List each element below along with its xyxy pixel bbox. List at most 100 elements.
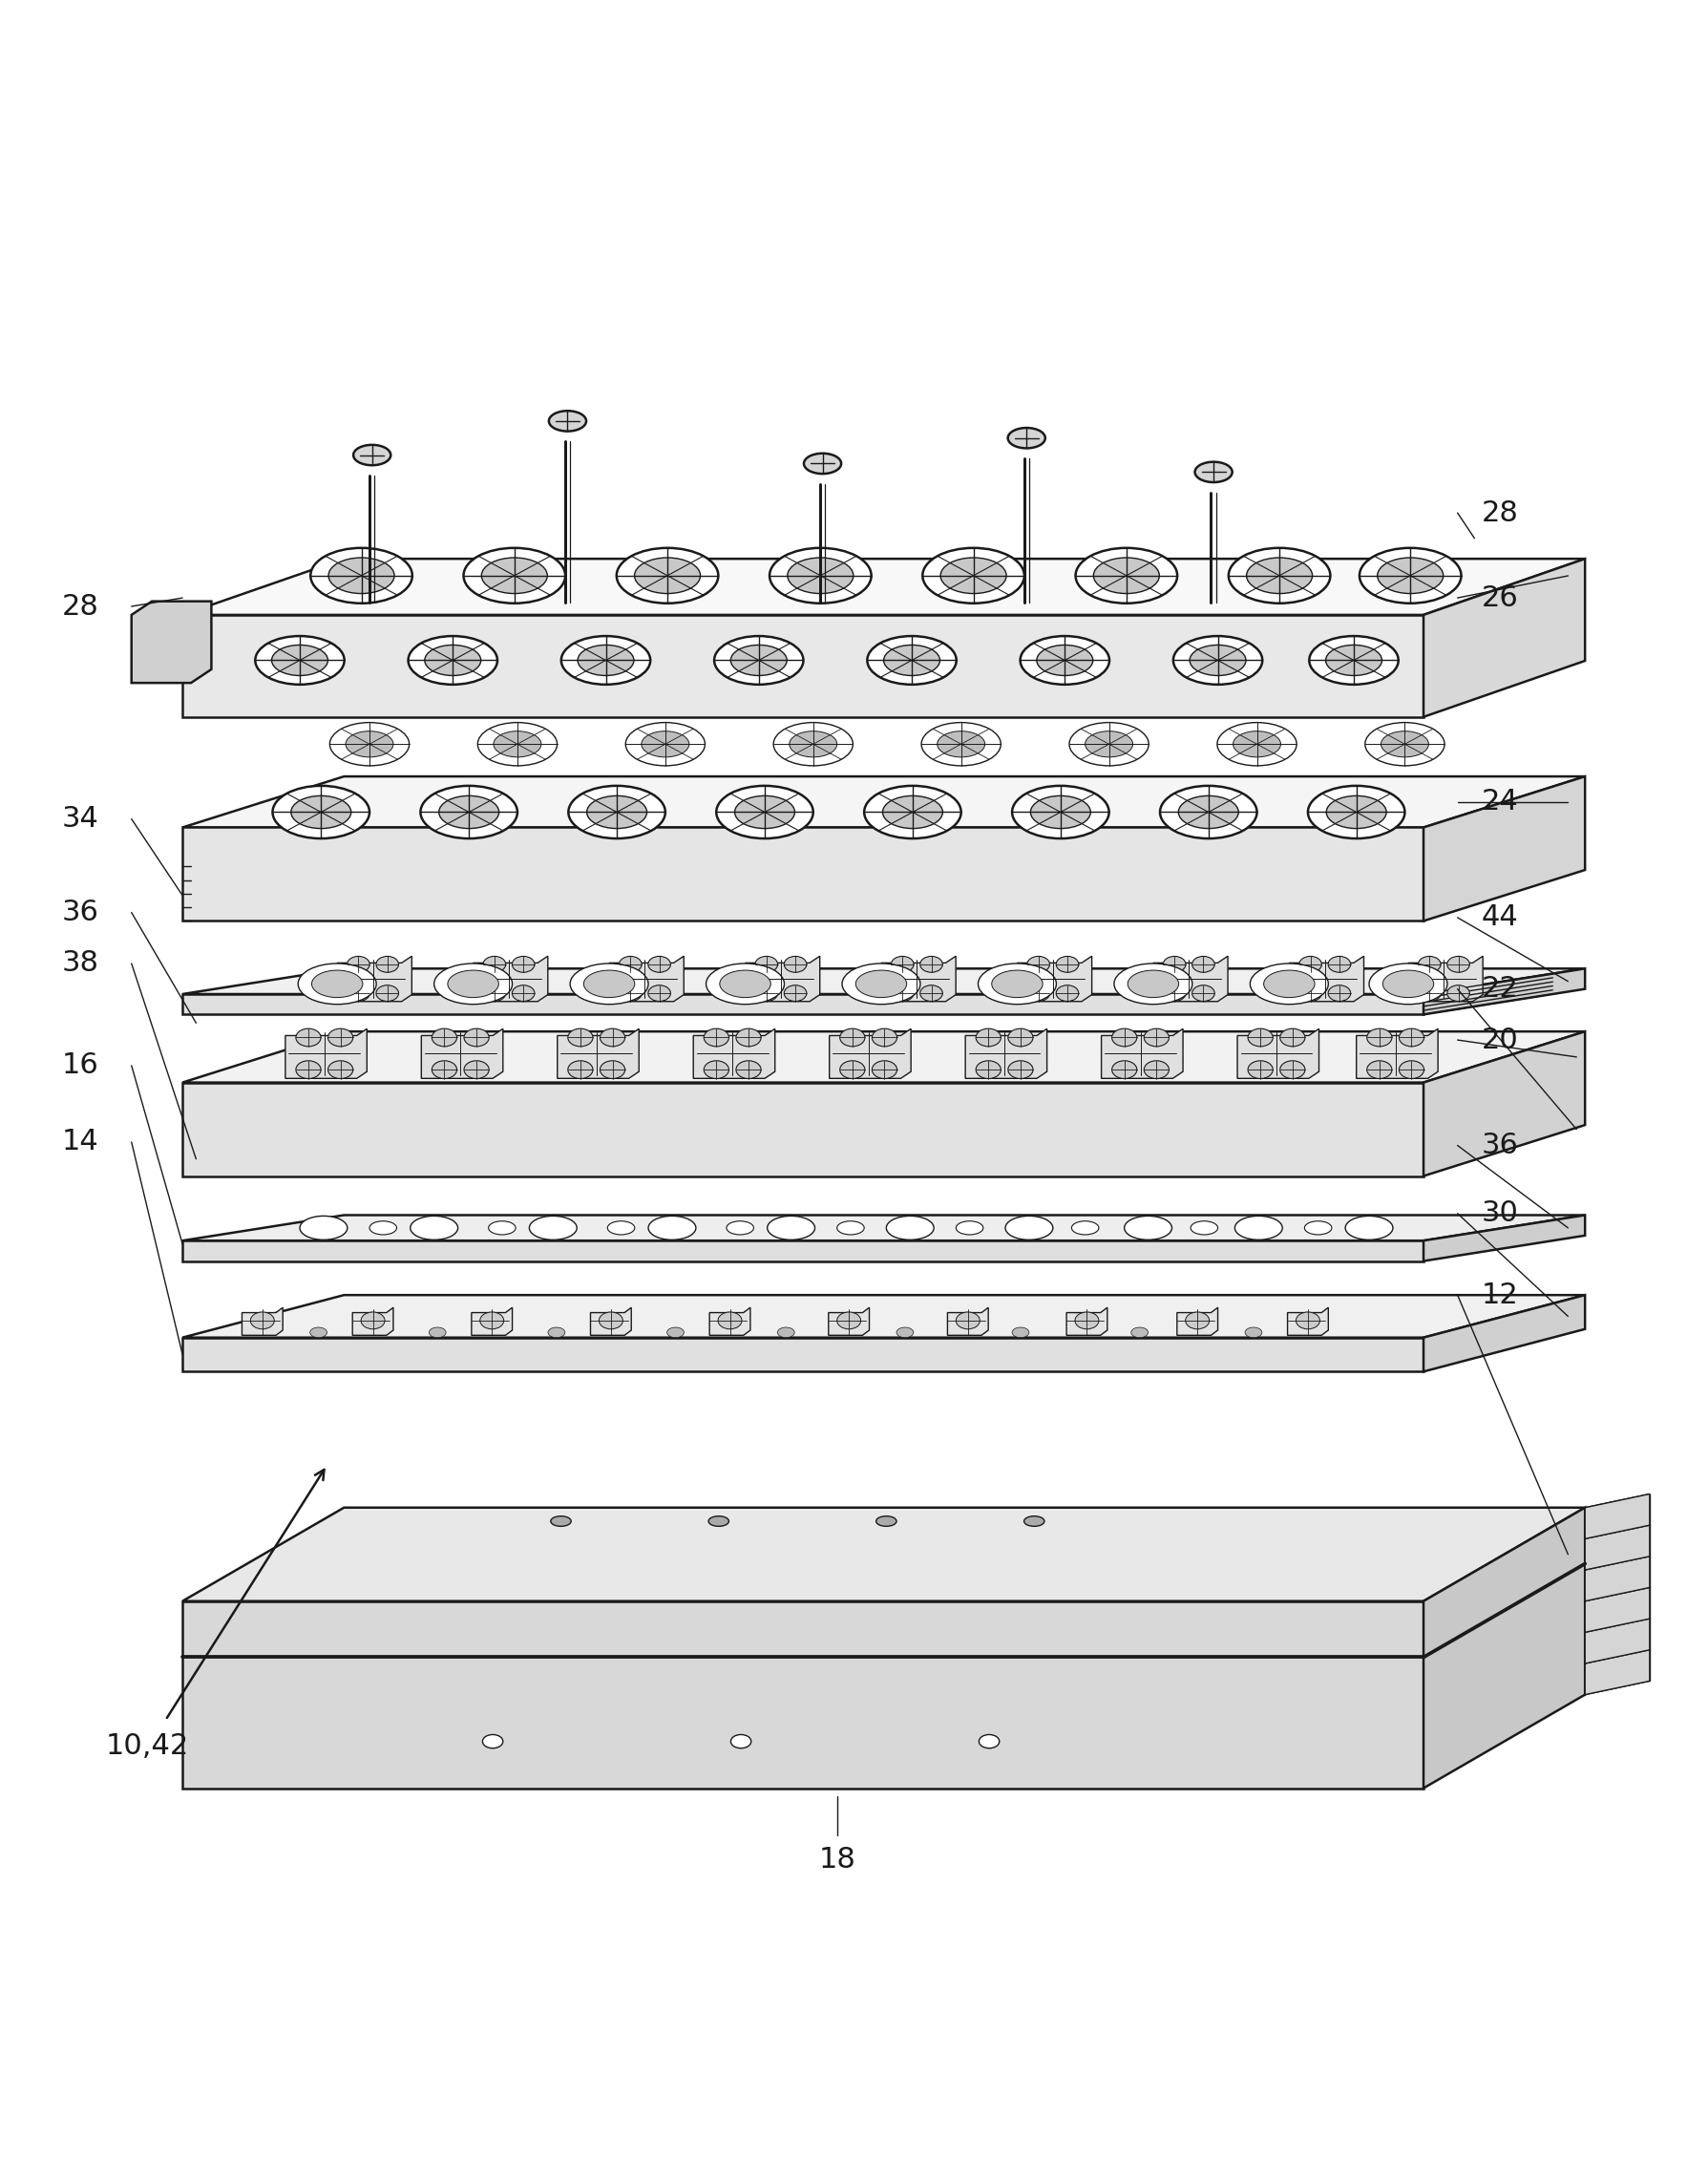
Ellipse shape — [410, 1215, 458, 1239]
Ellipse shape — [354, 445, 391, 465]
Ellipse shape — [1008, 428, 1045, 447]
Ellipse shape — [1190, 646, 1245, 676]
Ellipse shape — [569, 786, 666, 838]
Ellipse shape — [369, 1222, 396, 1235]
Ellipse shape — [1233, 731, 1281, 757]
Ellipse shape — [777, 1327, 794, 1338]
Ellipse shape — [360, 1311, 384, 1329]
Ellipse shape — [837, 1222, 864, 1235]
Ellipse shape — [600, 1028, 625, 1047]
Polygon shape — [828, 1307, 869, 1335]
Ellipse shape — [774, 722, 852, 766]
Ellipse shape — [311, 971, 362, 997]
Polygon shape — [1423, 777, 1585, 921]
Ellipse shape — [1127, 971, 1179, 997]
Ellipse shape — [883, 796, 943, 829]
Ellipse shape — [328, 559, 395, 594]
Ellipse shape — [299, 964, 376, 1004]
Ellipse shape — [1008, 1028, 1033, 1047]
Ellipse shape — [883, 646, 939, 676]
Ellipse shape — [886, 1215, 934, 1239]
Ellipse shape — [301, 1215, 347, 1239]
Ellipse shape — [311, 548, 412, 602]
Ellipse shape — [938, 731, 986, 757]
Text: 20: 20 — [1481, 1026, 1518, 1054]
Ellipse shape — [1013, 786, 1108, 838]
Ellipse shape — [731, 646, 787, 676]
Ellipse shape — [767, 1215, 815, 1239]
Polygon shape — [1585, 1650, 1650, 1695]
Ellipse shape — [892, 956, 914, 973]
Ellipse shape — [1329, 986, 1351, 1002]
Ellipse shape — [1037, 646, 1093, 676]
Polygon shape — [183, 1602, 1423, 1789]
Ellipse shape — [1249, 1060, 1272, 1078]
Text: 34: 34 — [61, 805, 99, 834]
Ellipse shape — [1377, 559, 1443, 594]
Ellipse shape — [488, 1222, 516, 1235]
Ellipse shape — [956, 1222, 984, 1235]
Polygon shape — [183, 1338, 1423, 1372]
Polygon shape — [1423, 1508, 1585, 1789]
Polygon shape — [183, 1082, 1423, 1176]
Ellipse shape — [1382, 731, 1428, 757]
Ellipse shape — [1163, 956, 1185, 973]
Ellipse shape — [736, 1028, 762, 1047]
Polygon shape — [965, 1028, 1047, 1078]
Ellipse shape — [784, 986, 806, 1002]
Polygon shape — [183, 1296, 1585, 1338]
Ellipse shape — [420, 786, 518, 838]
Ellipse shape — [642, 731, 688, 757]
Ellipse shape — [1190, 1222, 1218, 1235]
Polygon shape — [243, 1307, 284, 1335]
Polygon shape — [183, 827, 1423, 921]
Ellipse shape — [1308, 786, 1404, 838]
Ellipse shape — [562, 635, 651, 685]
Ellipse shape — [1027, 956, 1050, 973]
Ellipse shape — [1366, 1028, 1392, 1047]
Ellipse shape — [483, 986, 506, 1002]
Ellipse shape — [1296, 1311, 1320, 1329]
Ellipse shape — [956, 1311, 980, 1329]
Ellipse shape — [719, 971, 770, 997]
Ellipse shape — [1025, 1516, 1044, 1525]
Ellipse shape — [1192, 956, 1214, 973]
Ellipse shape — [1245, 1327, 1262, 1338]
Text: 28: 28 — [61, 594, 99, 620]
Ellipse shape — [1346, 1215, 1394, 1239]
Polygon shape — [473, 956, 548, 1002]
Text: 36: 36 — [61, 899, 99, 927]
Ellipse shape — [1163, 986, 1185, 1002]
Ellipse shape — [1160, 786, 1257, 838]
Ellipse shape — [1366, 1060, 1392, 1078]
Polygon shape — [1585, 1525, 1650, 1569]
Ellipse shape — [1418, 956, 1442, 973]
Ellipse shape — [1114, 964, 1192, 1004]
Ellipse shape — [1300, 986, 1322, 1002]
Ellipse shape — [784, 956, 806, 973]
Ellipse shape — [577, 646, 634, 676]
Ellipse shape — [1124, 1215, 1172, 1239]
Ellipse shape — [1399, 1028, 1424, 1047]
Ellipse shape — [1228, 548, 1331, 602]
Ellipse shape — [873, 1060, 897, 1078]
Ellipse shape — [439, 796, 499, 829]
Ellipse shape — [1218, 722, 1296, 766]
Polygon shape — [1237, 1028, 1319, 1078]
Ellipse shape — [1250, 964, 1329, 1004]
Ellipse shape — [736, 1060, 762, 1078]
Text: 36: 36 — [1481, 1132, 1518, 1159]
Ellipse shape — [705, 964, 784, 1004]
Ellipse shape — [1249, 1028, 1272, 1047]
Text: 44: 44 — [1481, 903, 1518, 932]
Polygon shape — [352, 1307, 393, 1335]
Ellipse shape — [755, 986, 777, 1002]
Ellipse shape — [330, 722, 410, 766]
Ellipse shape — [548, 1327, 565, 1338]
Polygon shape — [183, 995, 1423, 1015]
Ellipse shape — [975, 1060, 1001, 1078]
Ellipse shape — [649, 1215, 695, 1239]
Ellipse shape — [548, 410, 586, 432]
Ellipse shape — [1027, 986, 1050, 1002]
Ellipse shape — [254, 635, 345, 685]
